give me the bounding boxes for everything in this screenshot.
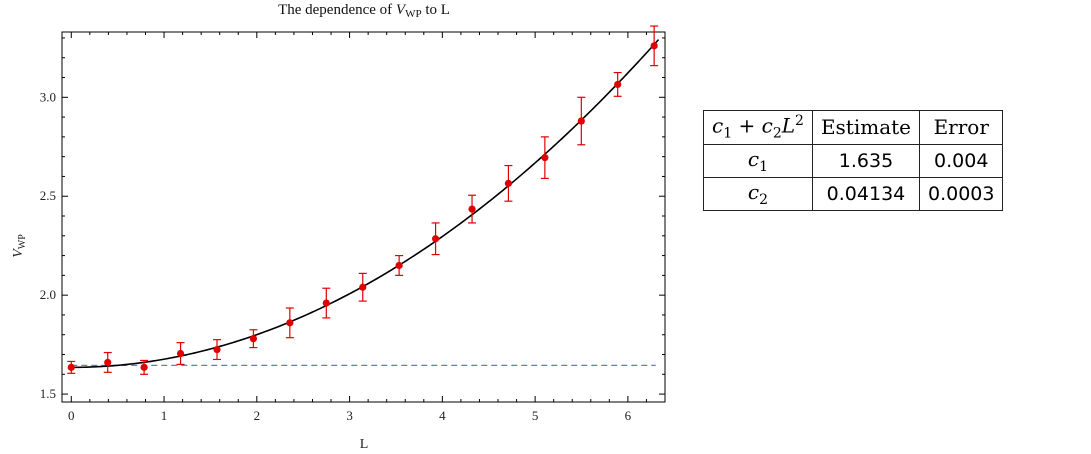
fit-curve (71, 39, 660, 369)
y-tick-label: 2.5 (40, 188, 56, 203)
y-tick-labels: 1.5 2.0 2.5 3.0 (40, 89, 56, 401)
data-point (322, 299, 330, 307)
data-points (67, 25, 659, 375)
data-point (140, 363, 148, 371)
svg-text:The dependence of VWP to L: The dependence of VWP to L (278, 2, 450, 20)
x-tick-label: 4 (439, 408, 446, 423)
data-point (541, 154, 549, 162)
data-point (359, 283, 367, 291)
data-point (468, 205, 476, 213)
data-point (650, 42, 658, 50)
data-point (249, 335, 257, 343)
data-point (213, 345, 221, 354)
chart-title: The dependence of VWP to L (278, 2, 450, 20)
data-point (176, 349, 185, 358)
param-name: c2 (703, 176, 813, 211)
data-point (104, 358, 112, 367)
param-error: 0.004 (918, 143, 1004, 178)
y-tick-label: 2.0 (40, 287, 56, 302)
data-point (286, 319, 294, 327)
x-axis-title: L (360, 437, 369, 452)
x-tick-label: 6 (625, 408, 632, 423)
data-point (614, 80, 622, 89)
data-point (504, 179, 513, 187)
param-estimate: 0.04134 (811, 176, 921, 211)
y-tick-label: 1.5 (40, 386, 56, 401)
param-name: c1 (703, 143, 813, 178)
error-header: Error (918, 110, 1004, 145)
param-error: 0.0003 (918, 176, 1004, 211)
param-estimate: 1.635 (811, 143, 921, 178)
x-tick-label: 1 (161, 408, 168, 423)
x-tick-label: 5 (532, 408, 539, 423)
table-header-row: c1 + c2L2 Estimate Error (703, 110, 1004, 145)
y-axis-title: VWP (11, 234, 28, 258)
table-row: c2 0.04134 0.0003 (703, 176, 1004, 211)
table-row: c1 1.635 0.004 (703, 143, 1004, 178)
axis-ticks (62, 32, 665, 402)
fit-parameters-table: c1 + c2L2 Estimate Error c1 1.635 0.004 … (703, 110, 1004, 211)
x-tick-label: 0 (68, 408, 75, 423)
data-point (577, 117, 585, 125)
y-tick-label: 3.0 (40, 89, 56, 104)
model-header: c1 + c2L2 (703, 110, 813, 145)
x-tick-label: 2 (254, 408, 261, 423)
estimate-header: Estimate (811, 110, 921, 145)
data-point (67, 363, 75, 371)
data-point (431, 235, 440, 243)
x-tick-labels: 0 1 2 3 4 5 6 (68, 408, 632, 423)
data-point (395, 261, 403, 270)
x-tick-label: 3 (346, 408, 353, 423)
plot-frame (61, 31, 666, 403)
